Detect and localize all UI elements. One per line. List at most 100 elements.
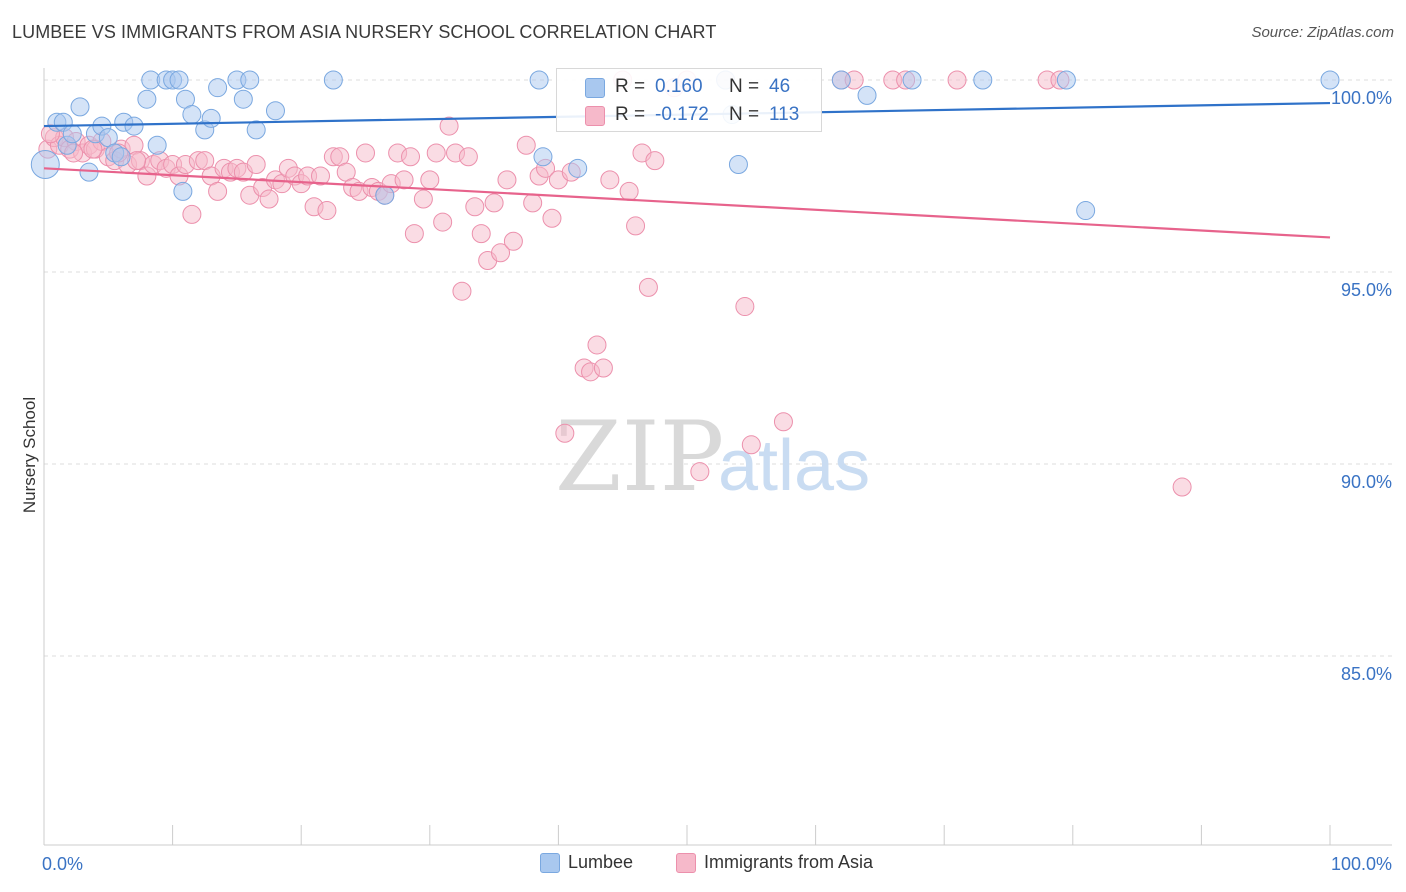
lumbee-point (831, 70, 851, 90)
lumbee-point (902, 70, 922, 90)
asia-point (356, 143, 375, 163)
asia-point (182, 204, 202, 224)
y-tick-label: 90.0% (1341, 472, 1392, 492)
lumbee-point (208, 78, 228, 98)
asia-point (542, 208, 562, 228)
asia-point (471, 224, 491, 244)
asia-point (523, 193, 543, 213)
lumbee-point (728, 154, 748, 174)
asia-point (420, 170, 440, 190)
source-label: Source: ZipAtlas.com (1251, 24, 1394, 41)
asia-point (600, 170, 620, 190)
legend-stats: R = 0.160 N = 46 R = -0.172 N = 113 (556, 68, 822, 132)
y-tick-label: 100.0% (1331, 88, 1392, 108)
watermark-zip: ZIP (555, 401, 724, 513)
asia-point (394, 170, 414, 190)
lumbee-point (246, 120, 266, 140)
legend-row-lumbee: R = 0.160 N = 46 (557, 73, 821, 101)
asia-point (426, 143, 446, 163)
asia-trendline (43, 167, 1331, 239)
legend-swatch-blue (585, 78, 605, 98)
asia-point (465, 197, 485, 217)
asia-point (439, 116, 459, 136)
asia-point (491, 243, 511, 263)
asia-point (452, 281, 472, 301)
watermark: ZIP atlas (555, 401, 870, 513)
asia-point (619, 181, 639, 201)
legend-label: Lumbee (568, 852, 634, 872)
axis-layer: 100.0% 95.0% 90.0% 85.0% 0.0% 100.0% (42, 68, 1392, 874)
asia-point (404, 224, 424, 244)
legend-r-value: -0.172 (655, 104, 709, 125)
lumbee-point (201, 108, 221, 128)
lumbee-point (529, 70, 549, 90)
lumbee-point (147, 135, 167, 155)
legend-n-label: N = (729, 104, 760, 125)
asia-point (593, 358, 613, 378)
legend-row-asia: R = -0.172 N = 113 (557, 101, 821, 129)
lumbee-point (1320, 70, 1340, 90)
asia-point (433, 212, 453, 232)
y-tick-label: 85.0% (1341, 664, 1392, 684)
chart-title: LUMBEE VS IMMIGRANTS FROM ASIA NURSERY S… (12, 22, 717, 42)
legend-r-label: R = (615, 104, 646, 125)
lumbee-point (111, 147, 131, 167)
x-tick-label-left: 0.0% (42, 854, 83, 874)
lumbee-point (323, 70, 343, 90)
legend-swatch-pink (585, 106, 605, 126)
asia-point (587, 335, 607, 355)
asia-point (246, 154, 266, 174)
asia-point (645, 151, 665, 171)
asia-point (401, 147, 421, 167)
asia-point (773, 412, 793, 432)
lumbee-point (30, 149, 60, 179)
asia-point (638, 277, 658, 297)
legend-r-label: R = (615, 76, 646, 97)
legend-n-label: N = (729, 76, 760, 97)
lumbee-point (70, 97, 90, 117)
asia-point (317, 201, 337, 221)
asia-point (1172, 477, 1192, 497)
legend-n-value: 113 (769, 104, 800, 125)
asia-point (516, 135, 536, 155)
lumbee-point (137, 89, 157, 109)
lumbee-point (1056, 70, 1076, 90)
lumbee-point (173, 181, 193, 201)
lumbee-point (533, 147, 553, 167)
legend-n-value: 46 (769, 76, 791, 97)
lumbee-point (857, 85, 877, 105)
legend-swatch-pink (676, 853, 696, 873)
asia-point (503, 231, 523, 251)
lumbee-point (62, 124, 82, 144)
asia-point (690, 462, 710, 482)
asia-point (413, 189, 433, 209)
asia-point (626, 216, 646, 236)
asia-point (741, 435, 761, 455)
asia-point (735, 297, 755, 317)
legend-swatch-blue (540, 853, 560, 873)
x-tick-label-right: 100.0% (1331, 854, 1392, 874)
watermark-atlas: atlas (718, 426, 870, 506)
lumbee-point (375, 185, 395, 205)
asia-point (484, 193, 504, 213)
lumbee-point (265, 101, 285, 121)
asia-point (259, 189, 279, 209)
lumbee-point (124, 116, 144, 136)
lumbee-point (240, 70, 260, 90)
asia-point (310, 166, 330, 186)
lumbee-point (233, 89, 253, 109)
asia-point (947, 70, 967, 90)
asia-point (497, 170, 517, 190)
legend-r-value: 0.160 (655, 76, 703, 97)
legend-series: Lumbee Immigrants from Asia (0, 852, 1406, 878)
lumbee-point (182, 105, 202, 125)
legend-label: Immigrants from Asia (704, 852, 874, 872)
lumbee-point (973, 70, 993, 90)
asia-point (555, 423, 575, 443)
asia-point (458, 147, 478, 167)
asia-point (208, 181, 228, 201)
lumbee-point (1076, 201, 1096, 221)
lumbee-point (169, 70, 189, 90)
lumbee-point (568, 158, 588, 178)
